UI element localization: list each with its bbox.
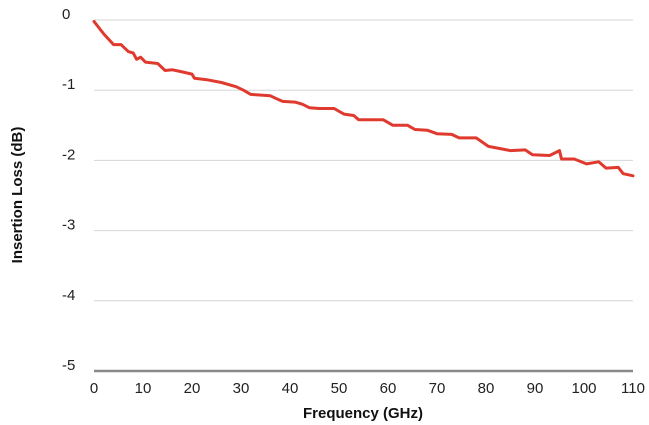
x-tick-label: 110	[621, 380, 645, 397]
y-tick-label: -4	[62, 287, 75, 304]
x-tick-label: 0	[90, 380, 98, 397]
grid-lines	[94, 19, 633, 373]
y-tick-label: -3	[62, 217, 75, 234]
x-tick-label: 10	[135, 380, 152, 397]
x-tick-label: 90	[527, 380, 544, 397]
x-tick-label: 100	[571, 380, 596, 397]
series-line-insertion-loss	[92, 19, 635, 178]
x-tick-label: 60	[380, 380, 397, 397]
y-tick-label: 0	[62, 6, 70, 23]
x-tick-label: 40	[282, 380, 299, 397]
x-tick-labels: 0 10 20 30 40 50 60 70 80 90 100 110	[90, 380, 645, 397]
y-tick-label: -2	[62, 146, 75, 163]
x-tick-label: 50	[331, 380, 348, 397]
y-axis-title: Insertion Loss (dB)	[9, 127, 26, 264]
x-tick-label: 20	[184, 380, 201, 397]
y-tick-label: -5	[62, 357, 75, 374]
x-axis-title: Frequency (GHz)	[303, 405, 423, 422]
x-tick-label: 30	[233, 380, 250, 397]
x-tick-label: 70	[429, 380, 446, 397]
y-tick-labels: 0 -1 -2 -3 -4 -5	[62, 6, 75, 374]
x-tick-label: 80	[478, 380, 495, 397]
y-tick-label: -1	[62, 76, 75, 93]
